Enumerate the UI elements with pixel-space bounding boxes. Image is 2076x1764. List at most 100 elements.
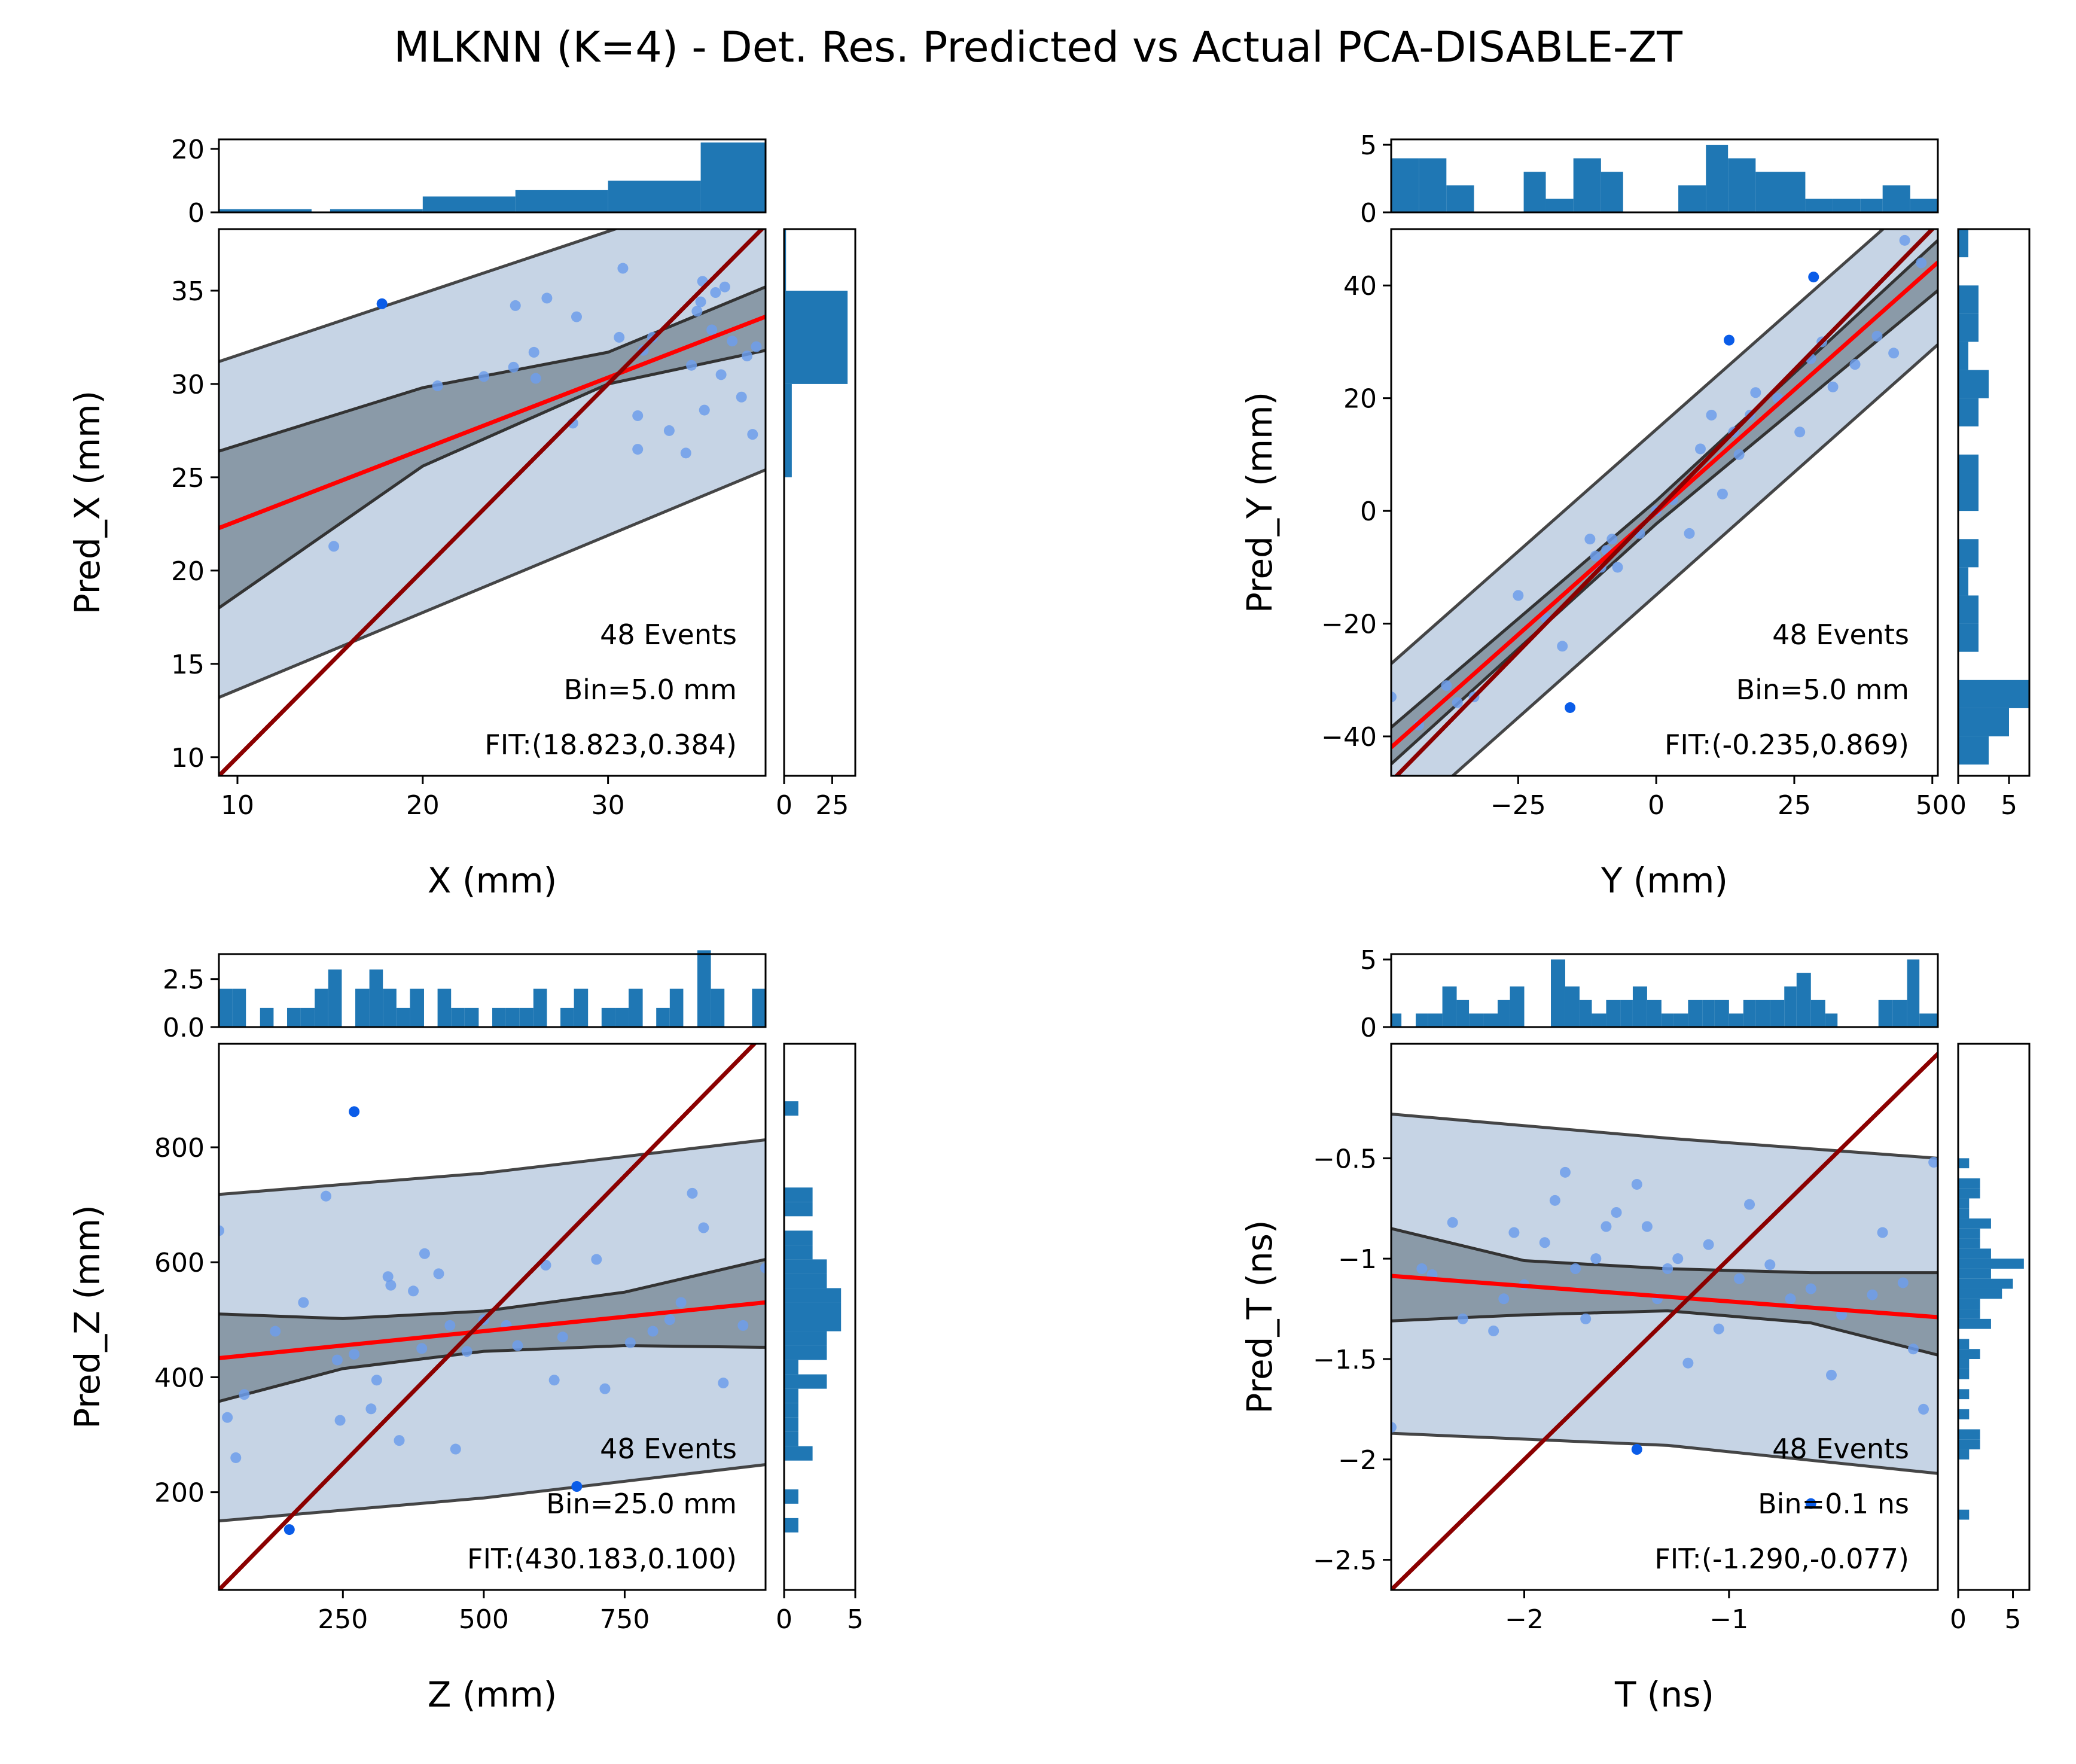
- right-histogram-bar: [1958, 1369, 1970, 1379]
- right-histogram-bar: [784, 1374, 827, 1389]
- x-tick-label: 5: [847, 1604, 864, 1635]
- top-histogram-bar: [1882, 185, 1910, 212]
- top-histogram-bar: [1878, 1000, 1893, 1027]
- x-tick-label: 50: [1916, 790, 1949, 821]
- top-histogram: 0 20: [171, 135, 767, 229]
- data-point: [444, 1320, 456, 1331]
- confidence-band-lower: [1391, 289, 1938, 766]
- data-point: [680, 447, 691, 459]
- top-histogram-bar: [369, 969, 383, 1027]
- x-tick-label: 5: [2001, 790, 2017, 821]
- data-point: [1641, 1221, 1653, 1232]
- data-point: [1606, 534, 1618, 545]
- y-axis-label: Pred_T (ns): [1239, 1220, 1280, 1413]
- top-histogram-bar: [1860, 199, 1883, 212]
- top-histogram-bar: [1442, 986, 1457, 1027]
- subplot-t: −2 −1 −2.5 −2 −1.5 −1 −0.5 T (ns) Pred_T (ns) 48 …: [1239, 945, 2031, 1715]
- right-histogram-bar: [1958, 623, 1979, 652]
- data-point: [687, 1187, 698, 1199]
- top-histogram-bar: [330, 209, 423, 212]
- data-point: [624, 1337, 636, 1348]
- data-point: [1733, 1273, 1745, 1284]
- y-axis-label: Pred_Z (mm): [67, 1205, 108, 1428]
- outlier-point: [283, 1524, 295, 1535]
- right-histogram-bar: [1958, 229, 1968, 258]
- data-point: [432, 380, 443, 392]
- data-point: [695, 296, 706, 307]
- data-point: [1825, 1369, 1837, 1381]
- right-histogram-bar: [1958, 398, 1979, 426]
- top-histogram-bar: [1391, 1013, 1402, 1027]
- data-point: [528, 346, 539, 358]
- outlier-point: [1631, 1444, 1642, 1455]
- top-histogram-bar: [752, 988, 766, 1027]
- y-tick-label: 0: [1360, 198, 1377, 229]
- top-histogram-bar: [219, 988, 233, 1027]
- right-histogram-bar: [784, 1518, 798, 1533]
- data-point: [1888, 348, 1900, 359]
- data-point: [571, 311, 582, 322]
- x-tick-label: 25: [1778, 790, 1811, 821]
- y-tick-label: 20: [1343, 384, 1377, 415]
- top-histogram-bar: [1783, 172, 1806, 212]
- right-histogram-bar: [1958, 1299, 1980, 1309]
- top-histogram-frame: [1390, 953, 1939, 1028]
- top-histogram-bar: [1456, 1000, 1470, 1027]
- right-histogram-bar: [784, 1245, 813, 1260]
- outlier-point: [1808, 272, 1819, 283]
- right-histogram-bar: [1958, 1349, 1980, 1359]
- right-histogram-bar: [1958, 1509, 1970, 1520]
- data-point: [328, 541, 340, 552]
- annotation-text: Bin=5.0 mm: [564, 674, 737, 706]
- data-point: [737, 1320, 749, 1331]
- data-point: [1508, 1227, 1520, 1238]
- data-point: [239, 1389, 250, 1400]
- right-histogram-bar: [784, 1317, 842, 1332]
- right-histogram-bar: [1958, 1248, 1991, 1259]
- y-tick-label: 0.0: [163, 1013, 205, 1043]
- right-histogram-bar: [1958, 539, 1979, 568]
- top-histogram-bar: [1673, 1013, 1688, 1027]
- top-histogram-bar: [1805, 199, 1833, 212]
- x-axis-label: Y (mm): [1601, 860, 1728, 901]
- top-histogram-bar: [1714, 1000, 1729, 1027]
- data-point: [541, 293, 553, 304]
- top-histogram-bar: [410, 988, 424, 1027]
- fit-line: [219, 1300, 766, 1361]
- data-point: [1877, 1227, 1888, 1238]
- outlier-point: [571, 1481, 583, 1492]
- right-histogram-bar: [1958, 680, 2029, 708]
- data-point: [1662, 1263, 1673, 1274]
- axes-frame: [1390, 228, 1939, 777]
- data-point: [419, 1248, 430, 1259]
- data-point: [1557, 641, 1568, 652]
- right-histogram-bar: [1958, 1218, 1991, 1229]
- x-tick-label: 20: [406, 790, 440, 821]
- right-histogram-bar: [1958, 1198, 1970, 1209]
- plot-area: [219, 229, 766, 776]
- top-histogram-bar: [1919, 1013, 1938, 1027]
- right-histogram-bar: [1958, 1238, 1980, 1249]
- data-point: [715, 369, 727, 380]
- right-histogram-bar: [1958, 483, 1979, 511]
- data-point: [747, 429, 758, 440]
- confidence-band-upper: [1391, 239, 1938, 729]
- y-tick-label: 25: [171, 463, 205, 493]
- y-tick-label: 600: [154, 1248, 205, 1278]
- outlier-point: [349, 1106, 360, 1117]
- data-point: [663, 425, 675, 436]
- right-histogram-bar: [1958, 313, 1979, 342]
- data-point: [1611, 1207, 1622, 1218]
- data-point: [699, 404, 710, 416]
- right-histogram-bar: [784, 1202, 813, 1217]
- y-tick-label: 5: [1360, 945, 1377, 976]
- top-histogram-bar: [1428, 1013, 1443, 1027]
- top-histogram-bar: [533, 988, 547, 1027]
- annotation-text: FIT:(18.823,0.384): [484, 729, 737, 761]
- data-point: [478, 371, 490, 382]
- plot-area: [1391, 229, 1938, 776]
- x-tick-label: 10: [221, 790, 254, 821]
- confidence-band-lower: [1391, 1309, 1938, 1357]
